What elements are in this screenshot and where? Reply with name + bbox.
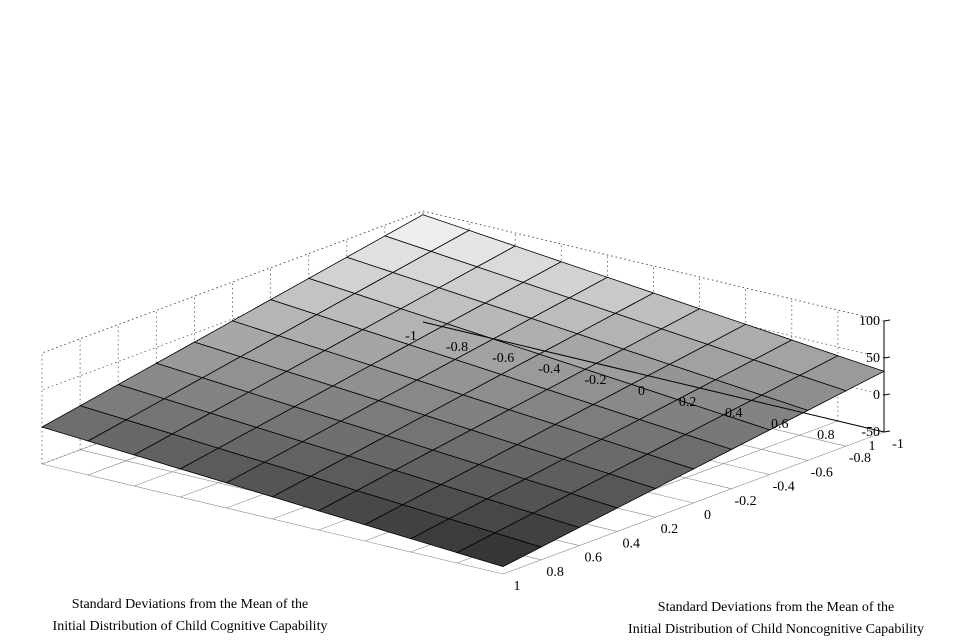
y-tick-label: -0.4 xyxy=(773,480,795,495)
z-tick-mark xyxy=(883,319,891,322)
x-tick-labels: -1 -0.8 -0.6 -0.4 -0.2 0 0.2 0.4 0.6 0.8 1 xyxy=(405,329,875,454)
y-tick-label: 0.2 xyxy=(661,522,679,537)
x-axis-line xyxy=(422,321,885,433)
x-axis-title: Standard Deviations from the Mean of the… xyxy=(53,597,328,634)
surface-mesh xyxy=(40,214,886,568)
y-tick-label: 1 xyxy=(514,579,521,594)
x-tick-label: -0.2 xyxy=(584,373,606,388)
x-tick-label: 0.8 xyxy=(817,428,835,443)
axis-lines xyxy=(422,321,885,433)
z-tick-label: 100 xyxy=(859,314,880,329)
y-tick-label: 0.8 xyxy=(546,565,564,580)
x-axis-title-line2: Initial Distribution of Child Cognitive … xyxy=(53,619,328,634)
y-tick-label: -0.2 xyxy=(735,494,757,509)
x-tick-label: -0.4 xyxy=(538,362,560,377)
z-tick-mark xyxy=(883,430,891,433)
x-tick-label: 0.2 xyxy=(679,395,697,410)
z-tick-mark xyxy=(883,393,891,396)
floor-grid-line xyxy=(502,431,885,575)
y-axis-title: Standard Deviations from the Mean of the… xyxy=(628,600,924,637)
floor-grid-line xyxy=(41,463,504,575)
x-tick-label: 1 xyxy=(869,439,876,454)
z-tick-label: -50 xyxy=(861,425,880,440)
y-tick-label: 0.6 xyxy=(584,551,602,566)
y-tick-labels: -1 -0.8 -0.6 -0.4 -0.2 0 0.2 0.4 0.6 0.8 1 xyxy=(514,437,904,594)
x-tick-label: 0.6 xyxy=(771,417,789,432)
y-tick-label: 0.4 xyxy=(623,536,641,551)
y-tick-label: -0.6 xyxy=(811,465,833,480)
y-axis-title-line2: Initial Distribution of Child Noncogniti… xyxy=(628,622,924,637)
back-grid-hline xyxy=(41,210,885,354)
x-axis-title-line1: Standard Deviations from the Mean of the xyxy=(72,597,308,612)
y-tick-label: 0 xyxy=(704,508,711,523)
x-tick-label: -0.6 xyxy=(492,351,514,366)
z-tick-labels: -50 0 50 100 xyxy=(859,314,891,440)
y-axis-title-line1: Standard Deviations from the Mean of the xyxy=(658,600,894,615)
y-tick-label: -0.8 xyxy=(849,451,871,466)
x-tick-label: 0 xyxy=(638,384,645,399)
x-tick-label: -1 xyxy=(405,329,417,344)
z-tick-label: 50 xyxy=(866,351,880,366)
z-tick-label: 0 xyxy=(873,388,880,403)
x-tick-label: 0.4 xyxy=(725,406,743,421)
z-tick-mark xyxy=(883,356,891,359)
x-tick-label: -0.8 xyxy=(446,340,468,355)
y-tick-label: -1 xyxy=(892,437,904,452)
surface-patch xyxy=(455,532,543,568)
